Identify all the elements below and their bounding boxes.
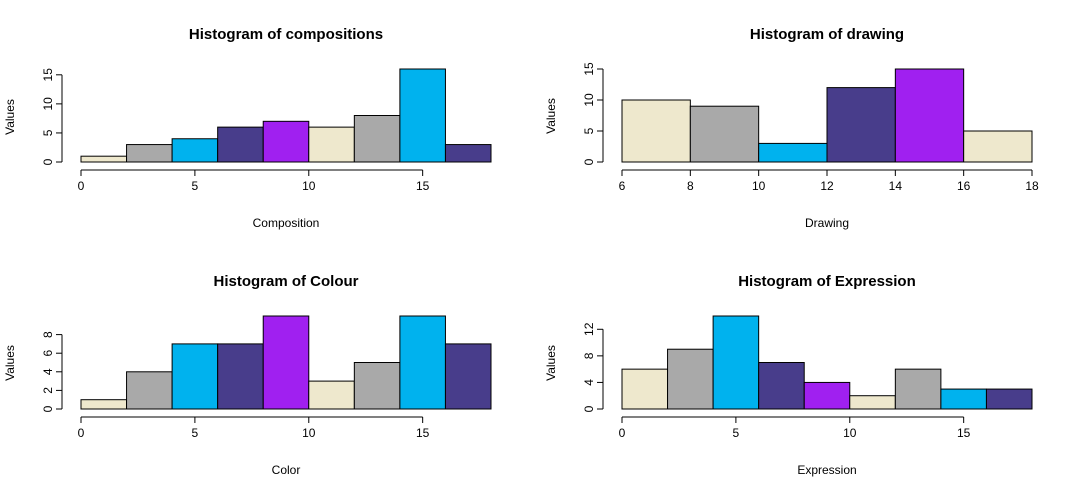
x-tick-label: 15 [957, 426, 971, 440]
y-tick-label: 0 [582, 158, 596, 165]
histogram-bar [689, 105, 760, 163]
panel-title: Histogram of drawing [750, 26, 904, 43]
y-tick-label: 15 [582, 62, 596, 76]
x-axis: 6 8 10 12 14 16 18 [619, 169, 1039, 193]
x-axis-label: Composition [253, 216, 320, 230]
x-tick-label: 0 [619, 426, 626, 440]
x-tick-label: 10 [302, 179, 316, 193]
bars [621, 315, 1033, 410]
x-tick-label: 5 [192, 426, 199, 440]
histogram-bar [894, 368, 942, 410]
y-tick-label: 0 [41, 405, 55, 412]
y-axis: 0 2 4 6 8 [41, 331, 63, 412]
histogram-bar [399, 315, 446, 410]
histogram-bar [171, 138, 219, 163]
histogram-bar [217, 343, 264, 410]
histogram-bar [80, 155, 128, 163]
y-tick-label: 15 [41, 68, 55, 82]
panel-title: Histogram of Colour [214, 273, 359, 290]
panel-compositions: Histogram of compositions Composition Va… [3, 26, 492, 230]
histogram-bar [353, 362, 401, 410]
x-tick-label: 18 [1025, 179, 1039, 193]
x-axis: 0 5 10 15 [619, 416, 971, 440]
x-tick-label: 10 [302, 426, 316, 440]
x-tick-label: 10 [843, 426, 857, 440]
x-tick-label: 0 [78, 179, 85, 193]
x-axis-label: Color [272, 463, 301, 477]
y-axis: 0 5 10 15 [582, 62, 604, 165]
bars [80, 315, 492, 410]
y-tick-label: 0 [582, 405, 596, 412]
histogram-bar [667, 348, 714, 410]
histogram-bar [894, 68, 965, 163]
bars [80, 68, 492, 163]
histogram-bar [621, 99, 691, 163]
y-tick-label: 5 [41, 129, 55, 136]
panel-title: Histogram of compositions [189, 26, 383, 43]
x-tick-label: 0 [78, 426, 85, 440]
panel-drawing: Histogram of drawing Drawing Values 6 8 10… [544, 26, 1039, 230]
x-tick-label: 12 [820, 179, 834, 193]
histogram-bar [126, 371, 173, 410]
histogram-bar [826, 87, 896, 163]
x-tick-label: 5 [192, 179, 199, 193]
histogram-bar [126, 144, 173, 163]
histogram-bar [963, 130, 1033, 163]
x-axis-label: Expression [797, 463, 856, 477]
histogram-bar [444, 144, 492, 163]
x-axis-label: Drawing [805, 216, 849, 230]
y-axis: 0 5 10 15 [41, 68, 63, 165]
histogram-bar [758, 142, 828, 163]
histogram-bar [171, 343, 219, 410]
y-tick-label: 2 [41, 387, 55, 394]
x-axis: 0 5 10 15 [78, 416, 430, 440]
panel-expression: Histogram of Expression Expression Value… [544, 273, 1033, 477]
panel-colour: Histogram of Colour Color Values 0 5 10 15 … [3, 273, 492, 477]
histogram-bar [353, 115, 401, 163]
x-tick-label: 15 [416, 179, 430, 193]
y-tick-label: 12 [582, 322, 596, 336]
y-axis-label: Values [544, 98, 558, 134]
y-tick-label: 4 [582, 379, 596, 386]
histogram-bar [803, 381, 851, 410]
y-axis-label: Values [3, 345, 17, 381]
y-tick-label: 8 [582, 352, 596, 359]
histogram-bar [444, 343, 492, 410]
histogram-bar [399, 68, 446, 163]
histogram-bar [217, 126, 264, 163]
y-tick-label: 10 [41, 97, 55, 111]
histogram-bar [308, 380, 355, 410]
y-tick-label: 4 [41, 368, 55, 375]
x-tick-label: 10 [752, 179, 766, 193]
y-axis-label: Values [3, 99, 17, 135]
y-tick-label: 8 [41, 331, 55, 338]
histogram-bar [621, 368, 669, 410]
histogram-bar [849, 395, 896, 410]
histogram-bar [758, 362, 805, 410]
histogram-bar [985, 388, 1033, 410]
histogram-bar [712, 315, 760, 410]
y-axis-label: Values [544, 345, 558, 381]
x-tick-label: 6 [619, 179, 626, 193]
histogram-bar [80, 399, 128, 410]
x-tick-label: 15 [416, 426, 430, 440]
bars [621, 68, 1033, 163]
histogram-bar [308, 126, 355, 163]
y-tick-label: 10 [582, 93, 596, 107]
y-tick-label: 0 [41, 158, 55, 165]
y-axis: 0 4 8 12 [582, 322, 604, 412]
x-tick-label: 16 [957, 179, 971, 193]
panel-title: Histogram of Expression [738, 273, 916, 290]
x-axis: 0 5 10 15 [78, 169, 430, 193]
x-tick-label: 14 [889, 179, 903, 193]
y-tick-label: 5 [582, 127, 596, 134]
y-tick-label: 6 [41, 350, 55, 357]
histogram-bar [940, 388, 987, 410]
x-tick-label: 5 [733, 426, 740, 440]
histogram-bar [262, 315, 310, 410]
histogram-bar [262, 120, 310, 163]
x-tick-label: 8 [687, 179, 694, 193]
